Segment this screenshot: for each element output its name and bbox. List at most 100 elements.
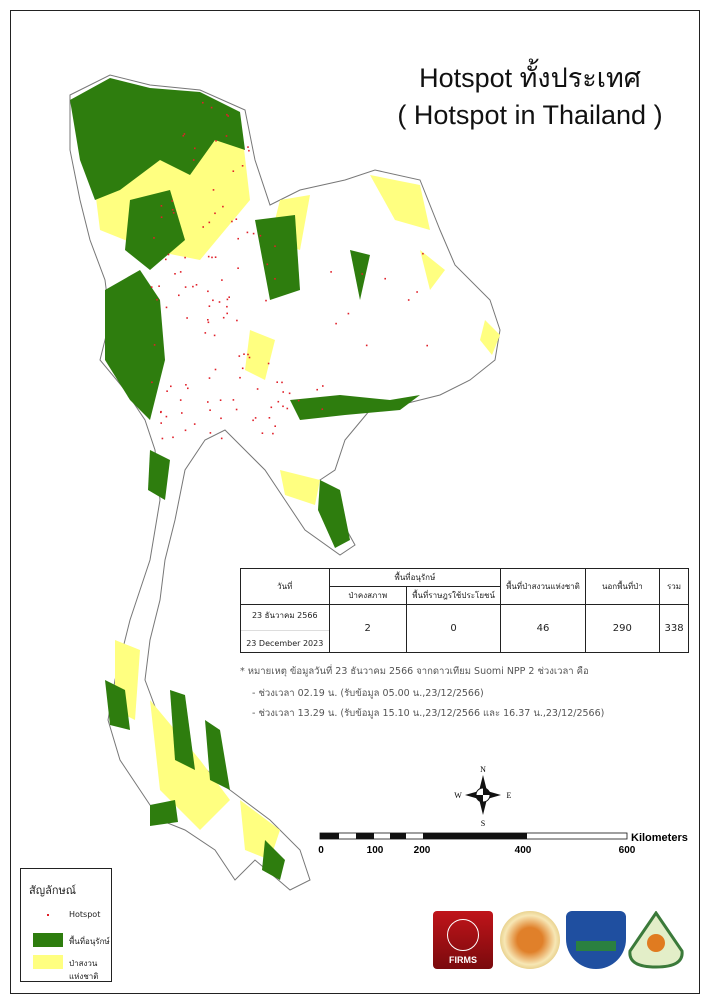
hotspot-point: [212, 299, 214, 302]
hotspot-point: [265, 299, 267, 302]
hotspot-point: [178, 294, 180, 297]
note-line-2: - ช่วงเวลา 02.19 น. (รับข้อมูล 05.00 น.,…: [252, 688, 484, 699]
hotspot-point: [384, 277, 386, 280]
hotspot-point: [232, 399, 235, 401]
hotspot-point: [422, 252, 424, 255]
firms-text: FIRMS: [449, 955, 477, 965]
hotspot-point: [187, 387, 189, 390]
note-line-1: * หมายเหตุ ข้อมูลวันที่ 23 ธันวาคม 2566 …: [240, 666, 589, 677]
hotspot-point: [211, 256, 213, 259]
hotspot-point: [186, 317, 188, 319]
hotspot-point: [215, 140, 217, 142]
legend-conservation-label: พื้นที่อนุรักษ์: [69, 937, 110, 946]
hotspot-point: [158, 285, 160, 287]
hotspot-point: [184, 286, 187, 288]
hotspot-point: [236, 319, 238, 322]
hotspot-point: [210, 106, 213, 109]
hotspot-point: [330, 271, 332, 273]
conservation-areas: [70, 78, 420, 880]
hotspot-point: [214, 368, 217, 371]
hotspot-point: [184, 429, 187, 432]
scale-tick-0: 0: [318, 845, 324, 856]
hotspot-point: [209, 409, 211, 411]
hotspot-point: [165, 306, 168, 309]
hotspot-point: [170, 385, 172, 388]
hotspot-point: [213, 334, 216, 337]
hotspot-point: [256, 388, 259, 390]
hotspot-point: [167, 253, 170, 256]
hotspot-point: [282, 405, 284, 408]
hotspot-point: [335, 322, 337, 325]
north-arrow: N S W E: [454, 765, 511, 828]
hotspot-point: [182, 135, 185, 137]
hotspot-point: [181, 412, 183, 414]
hotspot-point: [172, 436, 174, 439]
scale-unit: Kilometers: [631, 832, 688, 844]
hotspot-point: [243, 353, 245, 355]
hotspot-point: [192, 159, 195, 161]
hotspot-point: [248, 356, 251, 359]
hotspot-point: [185, 384, 187, 386]
hotspot-point: [207, 401, 209, 403]
hotspot-point: [156, 298, 158, 301]
hotspot-point: [235, 218, 238, 220]
hotspot-point: [276, 381, 278, 383]
hotspot-point: [208, 221, 211, 224]
hotspot-point: [212, 189, 215, 191]
hotspot-point: [153, 344, 156, 346]
hotspot-point: [160, 216, 163, 218]
hotspot-points: [150, 101, 428, 440]
header-intact-forest: ป่าคงสภาพ: [328, 586, 407, 605]
hotspot-point: [247, 146, 249, 148]
hotspot-point: [209, 432, 212, 434]
header-conservation: พื้นที่อนุรักษ์: [328, 568, 502, 587]
hotspot-point: [214, 212, 216, 215]
hotspot-point: [202, 101, 204, 104]
hotspot-point: [174, 273, 176, 275]
hotspot-point: [192, 285, 194, 288]
hotspot-point: [407, 299, 410, 301]
hotspot-point: [237, 237, 239, 240]
hotspot-point: [226, 113, 228, 116]
hotspot-point: [254, 417, 257, 419]
hotspot-point: [171, 200, 173, 202]
hotspot-point: [274, 425, 276, 427]
reserve-forest-swatch: [33, 955, 63, 969]
map-frame: [10, 10, 700, 994]
hotspot-point: [204, 332, 207, 334]
hotspot-point: [266, 263, 269, 266]
hotspot-point: [171, 209, 174, 211]
hotspot-point: [207, 321, 210, 324]
hotspot-point: [160, 411, 162, 414]
hotspot-point: [261, 432, 264, 434]
hotspot-point: [183, 133, 186, 135]
hotspot-point: [268, 417, 271, 419]
nasa-firms-logo: FIRMS: [433, 911, 493, 969]
hotspot-point: [282, 391, 284, 393]
hotspot-point: [281, 381, 283, 384]
hotspot-point: [241, 165, 244, 167]
hotspot-point: [165, 258, 167, 261]
hotspot-point: [153, 237, 155, 239]
row-date: 23 ธันวาคม 2566 23 December 2023: [240, 604, 330, 653]
hotspot-point: [202, 226, 204, 228]
hotspot-point: [218, 301, 221, 303]
hotspot-point: [160, 422, 162, 424]
hotspot-point: [416, 291, 418, 293]
scale-tick-100: 100: [366, 845, 384, 856]
hotspot-point: [252, 419, 254, 422]
hotspot-point: [165, 415, 168, 418]
value-intact-forest: 2: [328, 604, 407, 653]
hotspot-point: [274, 278, 276, 280]
hotspot-symbol-icon: [47, 914, 49, 916]
conservation-swatch: [33, 933, 63, 947]
date-english: 23 December 2023: [246, 639, 324, 648]
header-reserve-forest: พื้นที่ป่าสงวนแห่งชาติ: [500, 568, 586, 605]
hotspot-point: [161, 437, 164, 440]
hotspot-point: [208, 305, 211, 307]
map-title-thai: Hotspot ทั้งประเทศ: [419, 63, 641, 93]
hotspot-point: [277, 400, 280, 403]
header-outside-forest: นอกพื้นที่ป่า: [584, 568, 661, 605]
hotspot-point: [226, 312, 228, 315]
hotspot-point: [238, 355, 241, 357]
